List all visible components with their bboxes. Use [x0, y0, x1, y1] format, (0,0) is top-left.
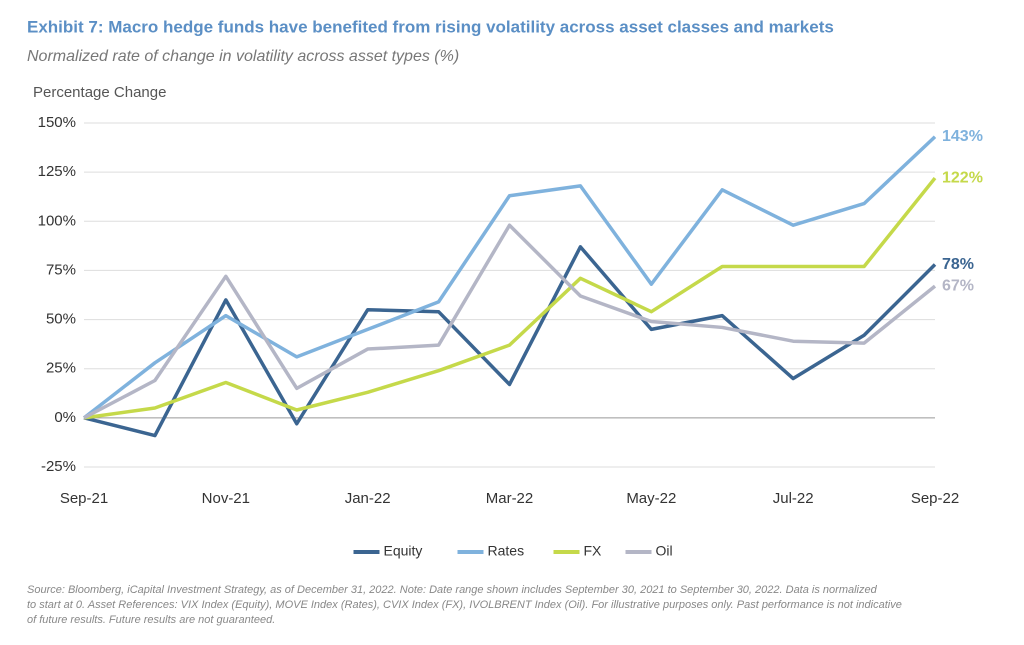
data-label: 143% — [942, 128, 983, 145]
source-note: to start at 0. Asset References: VIX Ind… — [27, 599, 902, 611]
x-tick-label: May-22 — [626, 490, 676, 507]
line-series — [83, 176, 937, 420]
legend-label: FX — [584, 543, 603, 559]
data-label: 78% — [942, 256, 974, 273]
y-tick-label: 125% — [38, 163, 76, 180]
x-tick-label: Sep-21 — [60, 490, 108, 507]
y-tick-label: 75% — [46, 261, 76, 278]
y-tick-label: 150% — [38, 114, 76, 131]
legend-label: Oil — [656, 543, 673, 559]
data-label: 67% — [942, 277, 974, 294]
line-series — [82, 135, 937, 420]
source-note: Source: Bloomberg, iCapital Investment S… — [27, 584, 878, 596]
x-tick-label: Jul-22 — [773, 490, 814, 507]
chart-title: Exhibit 7: Macro hedge funds have benefi… — [27, 17, 834, 36]
data-label: 122% — [942, 169, 983, 186]
line-series — [83, 223, 937, 420]
y-tick-label: 25% — [46, 360, 76, 377]
y-tick-label: -25% — [41, 458, 76, 475]
source-note: of future results. Future results are no… — [27, 614, 275, 626]
x-tick-label: Mar-22 — [486, 490, 534, 507]
x-tick-label: Jan-22 — [345, 490, 391, 507]
y-tick-label: 50% — [46, 311, 76, 328]
y-tick-label: 100% — [38, 212, 76, 229]
y-tick-label: 0% — [54, 409, 76, 426]
x-tick-label: Nov-21 — [202, 490, 250, 507]
line-series — [83, 245, 937, 438]
y-axis-label: Percentage Change — [33, 84, 166, 101]
chart-subtitle: Normalized rate of change in volatility … — [27, 48, 459, 65]
x-tick-label: Sep-22 — [911, 490, 959, 507]
legend-label: Equity — [384, 543, 423, 559]
legend-label: Rates — [488, 543, 525, 559]
